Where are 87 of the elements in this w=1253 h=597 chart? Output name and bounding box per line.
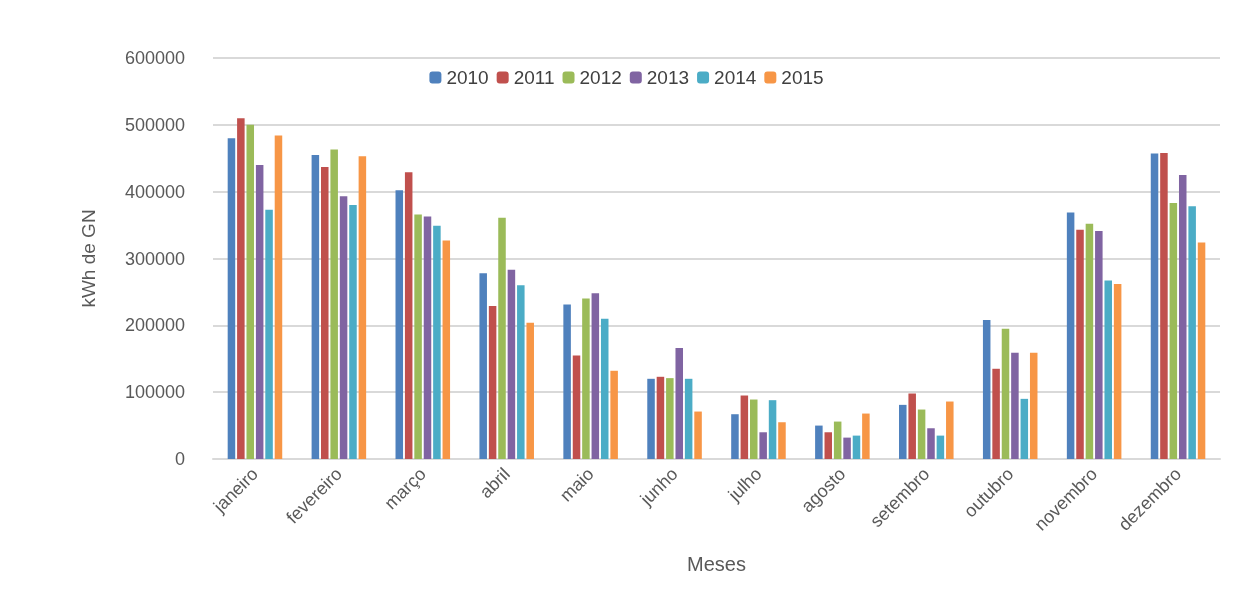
bar <box>731 414 739 459</box>
legend-label: 2010 <box>446 67 489 88</box>
bar <box>227 138 236 459</box>
bar <box>1085 223 1094 459</box>
bar <box>591 293 600 459</box>
bar <box>917 409 926 459</box>
bar <box>479 273 487 459</box>
bar <box>358 156 367 459</box>
bar <box>274 135 283 459</box>
bar <box>684 378 693 459</box>
bar <box>255 164 264 459</box>
bar <box>423 216 432 459</box>
bar <box>1076 229 1084 459</box>
bar <box>1001 328 1010 459</box>
legend-label: 2012 <box>579 67 622 88</box>
bar <box>1178 174 1187 459</box>
y-tick-label: 200000 <box>124 315 185 336</box>
legend-label: 2011 <box>513 67 555 88</box>
bar <box>330 149 338 459</box>
bar <box>1020 398 1029 459</box>
bar <box>1160 152 1168 459</box>
bar <box>1011 352 1019 459</box>
bar <box>908 393 916 459</box>
bar <box>1150 153 1159 459</box>
bar <box>349 205 357 459</box>
y-tick-label: 0 <box>174 449 185 469</box>
bar <box>1113 283 1122 459</box>
bar <box>610 370 618 459</box>
bar <box>507 269 516 459</box>
bar <box>442 240 451 459</box>
bar <box>666 378 674 459</box>
bar <box>600 318 609 459</box>
bar <box>526 322 534 459</box>
bar <box>982 319 991 459</box>
bar <box>833 421 842 459</box>
bar <box>1188 206 1196 459</box>
y-tick-label: 600000 <box>124 48 185 68</box>
bar <box>311 154 320 459</box>
bar <box>656 376 665 459</box>
legend-label: 2014 <box>714 67 757 88</box>
bar <box>852 435 861 459</box>
bar <box>517 285 525 459</box>
bar <box>749 399 758 459</box>
bar <box>582 298 590 459</box>
y-tick-label: 100000 <box>124 382 185 403</box>
bar <box>1066 212 1075 459</box>
y-tick-label: 300000 <box>124 248 185 269</box>
bar <box>1095 231 1103 459</box>
bar <box>694 411 702 459</box>
y-axis-title: kWh de GN <box>78 209 99 308</box>
bar <box>815 425 823 459</box>
bar <box>992 368 1000 459</box>
bar <box>824 432 833 459</box>
bar <box>1169 203 1178 459</box>
bar <box>414 214 422 459</box>
y-tick-label: 400000 <box>124 181 185 202</box>
legend-label: 2015 <box>781 67 824 88</box>
bar <box>740 395 749 459</box>
bar <box>265 209 273 459</box>
bar <box>946 401 954 459</box>
bar <box>862 413 870 459</box>
bar <box>246 124 255 459</box>
y-tick-label: 500000 <box>124 114 185 135</box>
bar <box>572 355 581 459</box>
bar <box>1029 352 1038 459</box>
x-axis-title: Meses <box>687 553 746 575</box>
bar <box>778 422 786 459</box>
bar <box>563 304 571 459</box>
bar <box>404 172 413 459</box>
bar <box>768 400 777 459</box>
bar <box>843 437 851 459</box>
bar <box>1104 280 1112 459</box>
bar <box>1197 242 1206 459</box>
bar <box>237 118 245 459</box>
bar <box>899 404 907 459</box>
bar <box>936 435 945 459</box>
bar <box>675 348 684 459</box>
bar <box>395 190 404 459</box>
bar <box>488 305 497 459</box>
bar <box>759 432 767 459</box>
legend-label: 2013 <box>646 67 690 88</box>
bar <box>647 378 655 459</box>
bar <box>321 166 329 459</box>
bar <box>433 225 441 459</box>
bar <box>498 217 506 459</box>
bar <box>339 196 348 459</box>
bar <box>927 428 935 459</box>
